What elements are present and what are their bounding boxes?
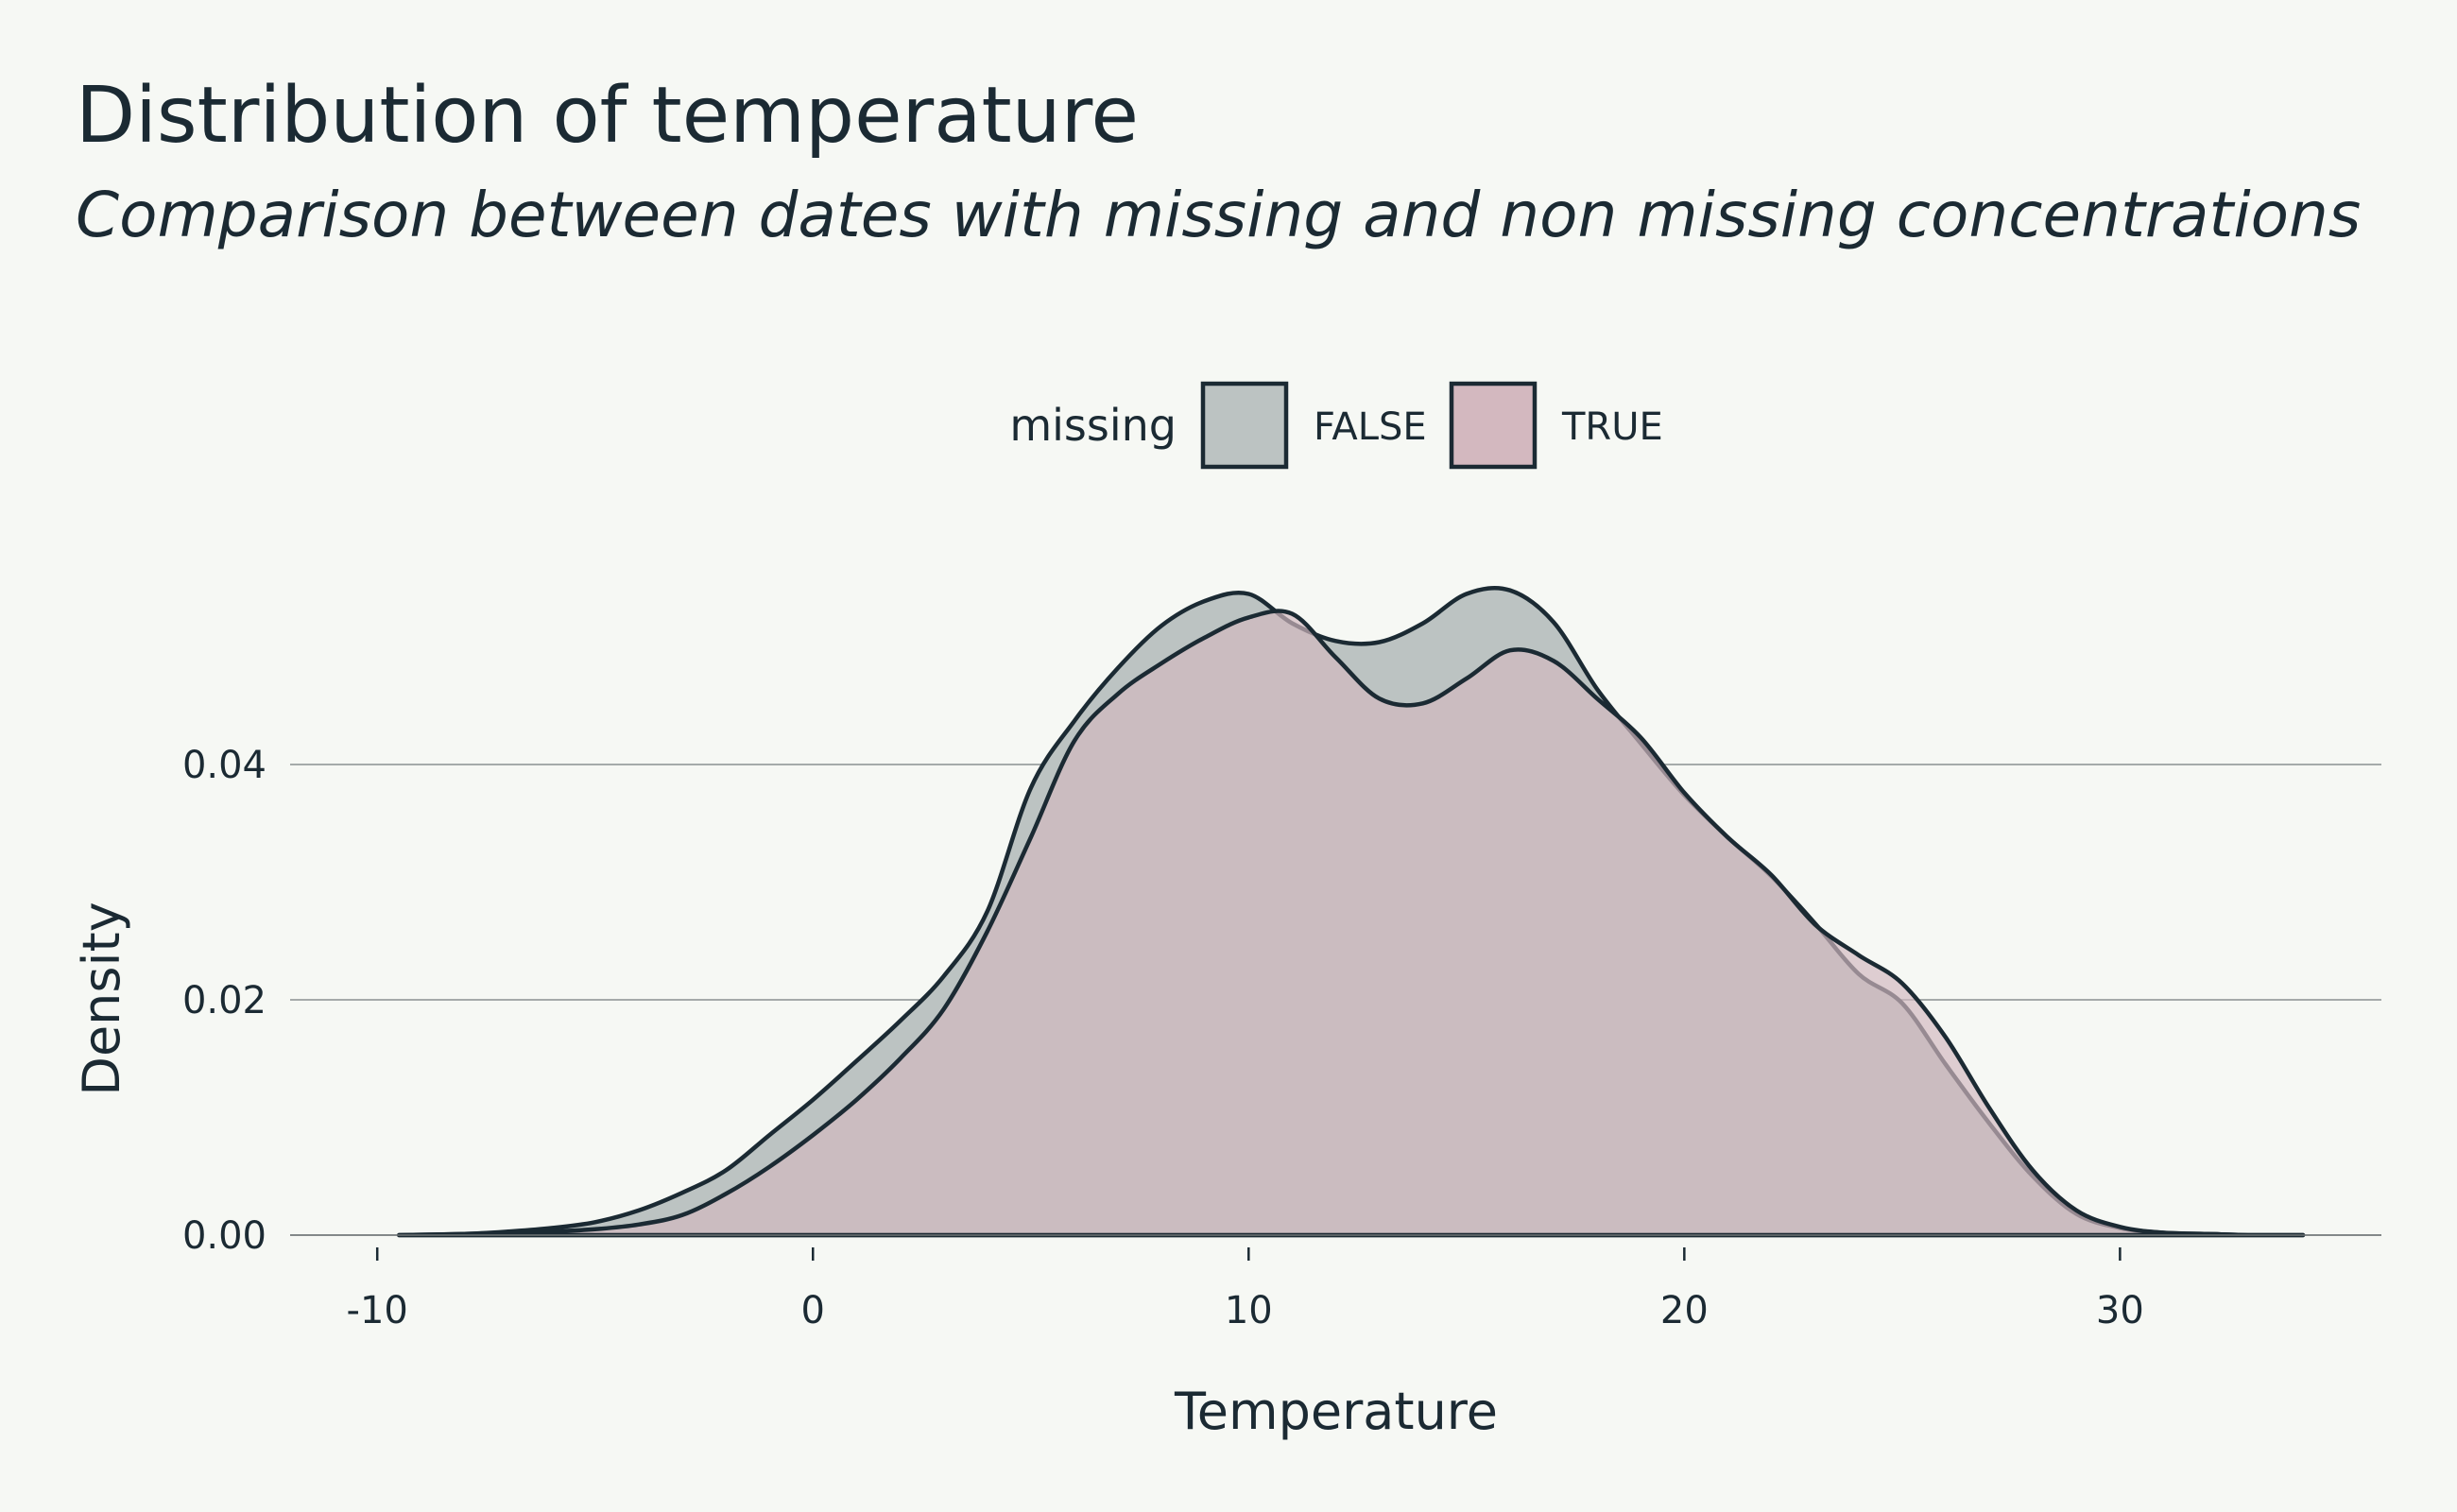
legend-title: missing	[1009, 400, 1177, 451]
x-tick-label: 0	[801, 1289, 825, 1332]
x-axis-ticks: -10 0 10 20 30	[347, 1247, 2144, 1332]
legend-swatch-false	[1200, 381, 1289, 470]
density-series	[290, 585, 2381, 1238]
density-area-true	[397, 609, 2306, 1238]
legend-label-false: FALSE	[1314, 405, 1427, 449]
chart-title: Distribution of temperature	[76, 71, 1139, 161]
x-tick-label: 10	[1225, 1289, 1273, 1332]
legend-label-true: TRUE	[1561, 405, 1663, 449]
x-tick-label: -10	[347, 1289, 408, 1332]
y-axis-ticks: 0.00 0.02 0.04	[182, 744, 266, 1258]
legend: missing FALSE TRUE	[1009, 381, 1663, 470]
y-tick-label: 0.00	[182, 1214, 266, 1258]
chart-subtitle: Comparison between dates with missing an…	[76, 179, 2361, 251]
x-tick-label: 20	[1660, 1289, 1709, 1332]
legend-swatch-true	[1449, 381, 1538, 470]
y-tick-label: 0.02	[182, 979, 266, 1022]
x-tick-label: 30	[2096, 1289, 2144, 1332]
y-axis-label: Density	[72, 902, 131, 1095]
y-tick-label: 0.04	[182, 744, 266, 787]
x-axis-label: Temperature	[1174, 1382, 1498, 1441]
